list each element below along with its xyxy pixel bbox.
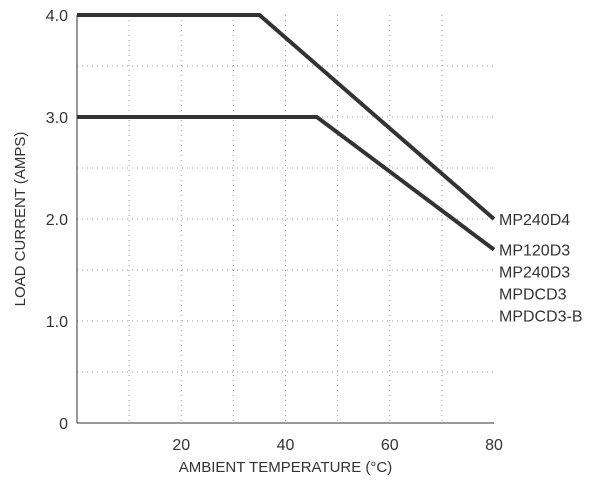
y-tick-label: 0: [59, 416, 68, 433]
series-label: MP240D3: [499, 265, 570, 282]
series: [77, 13, 496, 252]
grid: [77, 15, 494, 423]
y-tick-label: 4.0: [46, 8, 68, 25]
y-tick-label: 1.0: [46, 314, 68, 331]
x-tick-label: 20: [172, 437, 190, 454]
x-tick-labels: 20 40 60 80: [172, 437, 503, 454]
series-label: MP240D4: [499, 212, 570, 229]
y-tick-label: 2.0: [46, 212, 68, 229]
x-tick-label: 40: [277, 437, 295, 454]
series-label: MPDCD3-B: [499, 309, 583, 326]
x-axis-label: AMBIENT TEMPERATURE (°C): [179, 459, 393, 476]
axes: [76, 15, 494, 424]
series-label: MP120D3: [499, 243, 570, 260]
y-axis-label: LOAD CURRENT (AMPS): [12, 132, 29, 307]
series-line-2: [77, 115, 496, 252]
series-labels: MP240D4 MP120D3 MP240D3 MPDCD3 MPDCD3-B: [499, 212, 583, 326]
y-tick-label: 3.0: [46, 110, 68, 127]
x-tick-label: 60: [381, 437, 399, 454]
x-tick-label: 80: [485, 437, 503, 454]
series-line-1: [77, 13, 496, 221]
y-tick-labels: 0 1.0 2.0 3.0 4.0: [46, 8, 68, 433]
series-label: MPDCD3: [499, 287, 567, 304]
